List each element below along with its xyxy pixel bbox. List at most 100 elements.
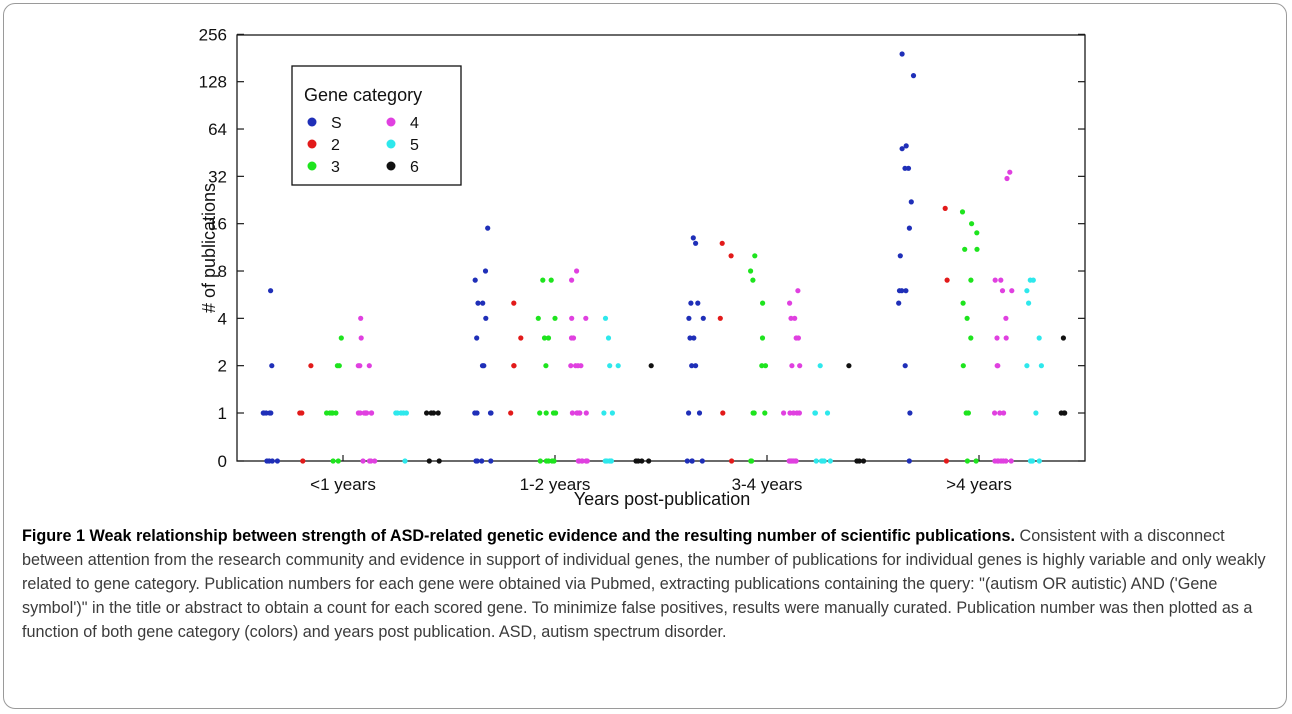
data-point-4 [992, 277, 998, 283]
data-point-4 [360, 458, 366, 464]
data-point-S [906, 458, 912, 464]
legend-label-4: 4 [410, 115, 419, 132]
data-point-3 [960, 363, 966, 369]
data-point-4 [575, 410, 581, 416]
data-point-5 [827, 458, 833, 464]
data-point-3 [968, 335, 974, 341]
x-tick-label: 3-4 years [732, 475, 803, 494]
data-point-3 [973, 458, 979, 464]
data-point-4 [795, 335, 802, 341]
data-point-3 [537, 458, 543, 464]
data-point-4 [788, 315, 794, 321]
data-point-S [908, 199, 914, 205]
data-point-4 [584, 458, 590, 464]
data-point-4 [1001, 410, 1007, 416]
data-point-6 [639, 458, 645, 464]
data-point-S [479, 363, 486, 369]
data-point-3 [759, 335, 766, 341]
data-point-S [690, 235, 696, 241]
data-point-S [474, 335, 480, 341]
x-tick-label: <1 years [310, 475, 376, 494]
data-point-S [274, 458, 280, 464]
legend-marker-4 [386, 117, 396, 127]
data-point-5 [1024, 288, 1030, 294]
data-point-2 [308, 363, 314, 369]
data-point-3 [760, 300, 766, 306]
data-point-5 [1038, 363, 1044, 369]
legend-marker-S [307, 117, 317, 127]
data-point-6 [431, 410, 437, 416]
data-point-5 [402, 458, 408, 464]
data-point-2 [944, 277, 950, 283]
x-tick-label: 1-2 years [520, 475, 591, 494]
data-point-S [691, 335, 697, 341]
legend-label-3: 3 [331, 159, 340, 176]
data-point-6 [854, 458, 860, 464]
data-point-S [264, 458, 270, 464]
data-point-5 [394, 410, 400, 416]
data-point-3 [541, 335, 548, 341]
data-point-4 [787, 300, 793, 306]
data-point-4 [355, 410, 361, 416]
data-point-4 [1009, 288, 1015, 294]
data-point-4 [992, 410, 998, 416]
data-point-2 [511, 363, 517, 369]
data-point-S [472, 410, 478, 416]
data-point-4 [575, 458, 582, 464]
data-point-4 [368, 410, 374, 416]
data-point-5 [1027, 458, 1034, 464]
data-point-4 [1004, 175, 1010, 182]
data-point-5 [601, 410, 607, 416]
data-point-S [269, 363, 275, 369]
data-point-4 [1007, 169, 1013, 175]
data-point-3 [338, 335, 344, 341]
y-tick-label: 8 [218, 262, 227, 281]
data-point-5 [817, 363, 823, 369]
data-point-3 [974, 230, 980, 236]
data-point-6 [646, 458, 652, 464]
x-axis-label: Years post-publication [574, 489, 750, 509]
data-point-4 [995, 458, 1002, 464]
data-point-3 [543, 458, 550, 464]
data-point-2 [511, 300, 517, 306]
data-point-2 [717, 315, 723, 321]
data-point-5 [1033, 410, 1039, 416]
data-point-S [902, 363, 908, 369]
data-point-4 [579, 458, 585, 464]
data-point-4 [792, 315, 798, 321]
data-point-3 [551, 458, 557, 464]
data-point-3 [974, 246, 980, 252]
data-point-S [687, 335, 693, 341]
data-point-5 [1030, 277, 1036, 283]
data-point-5 [605, 335, 612, 341]
legend-label-S: S [331, 115, 342, 132]
data-point-S [896, 288, 903, 294]
data-point-4 [583, 315, 589, 321]
data-point-3 [963, 410, 969, 416]
data-point-4 [358, 315, 364, 321]
data-point-5 [813, 458, 819, 464]
data-point-3 [540, 277, 546, 283]
data-point-4 [781, 410, 787, 416]
data-point-2 [518, 335, 524, 341]
data-point-S [260, 410, 266, 416]
data-point-S [689, 363, 695, 369]
data-point-3 [330, 458, 336, 464]
y-tick-label: 256 [199, 25, 227, 44]
data-point-S [695, 300, 701, 306]
data-point-S [906, 225, 913, 231]
data-point-3 [552, 315, 558, 321]
y-tick-label: 64 [208, 120, 227, 139]
figure-frame [3, 3, 1287, 709]
data-point-4 [995, 363, 1001, 369]
data-point-4 [358, 335, 364, 341]
data-point-3 [543, 410, 549, 416]
x-axis: <1 years 1-2 years 3-4 years >4 years [310, 455, 1012, 494]
data-point-S [689, 458, 695, 464]
data-point-3 [550, 410, 557, 416]
data-point-4 [789, 363, 795, 369]
data-point-5 [608, 458, 615, 464]
data-point-5 [1024, 363, 1030, 369]
data-point-2 [728, 253, 734, 259]
